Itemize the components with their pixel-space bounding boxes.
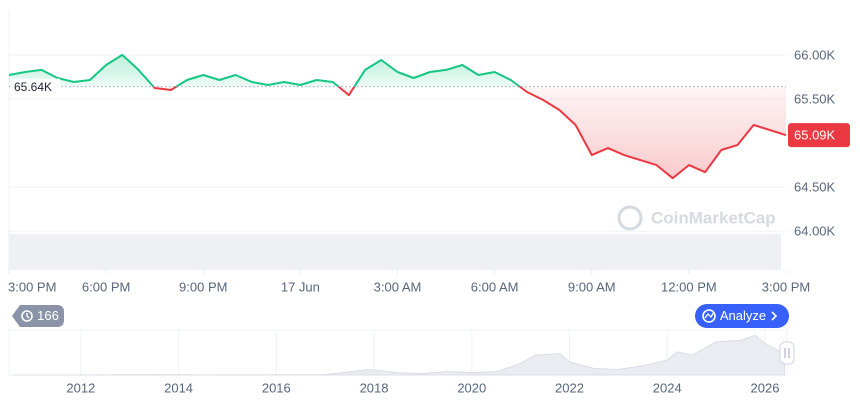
x-tick-label: 3:00 PM	[8, 279, 56, 294]
baseline-label: 65.64K	[14, 80, 52, 94]
volume-band	[9, 234, 781, 270]
x-tick-label: 12:00 PM	[661, 279, 717, 294]
last-price-label: 65.09K	[794, 128, 836, 143]
button-label: Analyze	[720, 308, 766, 323]
x-tick-label: 3:00 AM	[374, 279, 422, 294]
navigator-tick-label: 2018	[360, 380, 389, 395]
x-tick-label: 9:00 AM	[568, 279, 616, 294]
navigator-tick-label: 2020	[457, 380, 486, 395]
navigator-tick-label: 2024	[653, 380, 682, 395]
navigator-tick-label: 2014	[164, 380, 193, 395]
watermark: CoinMarketCap	[617, 205, 776, 231]
x-tick-label: 6:00 AM	[471, 279, 519, 294]
x-tick-label: 9:00 PM	[179, 279, 227, 294]
navigator: 2012 2014 2016 2018 2020 2022 2024 2026	[12, 330, 785, 395]
history-count: 166	[37, 308, 59, 323]
y-tick-label: 64.00K	[794, 224, 836, 239]
navigator-tick-label: 2016	[262, 380, 291, 395]
last-price-badge	[788, 123, 850, 148]
analyze-button[interactable]: Analyze	[695, 304, 789, 328]
price-line	[8, 53, 787, 180]
x-tick-label: 17 Jun	[281, 279, 320, 294]
baseline-badge	[10, 78, 60, 96]
history-badge[interactable]: 166	[12, 305, 64, 327]
navigator-tick-label: 2022	[555, 380, 584, 395]
x-tick-label: 6:00 PM	[82, 279, 130, 294]
y-tick-label: 66.00K	[794, 47, 836, 62]
navigator-tick-label: 2012	[66, 380, 95, 395]
main-plot: 66.00K 65.50K 64.50K 64.00K 3:00 PM 6:00 PM 9:…	[8, 47, 850, 294]
navigator-area	[12, 334, 785, 376]
navigator-tick-label: 2026	[751, 380, 780, 395]
y-tick-label: 65.50K	[794, 91, 836, 106]
y-tick-label: 64.50K	[794, 180, 836, 195]
area-fill	[9, 54, 786, 179]
navigator-handle[interactable]	[779, 341, 795, 365]
x-tick-label: 3:00 PM	[762, 279, 810, 294]
watermark-text: CoinMarketCap	[651, 208, 776, 227]
